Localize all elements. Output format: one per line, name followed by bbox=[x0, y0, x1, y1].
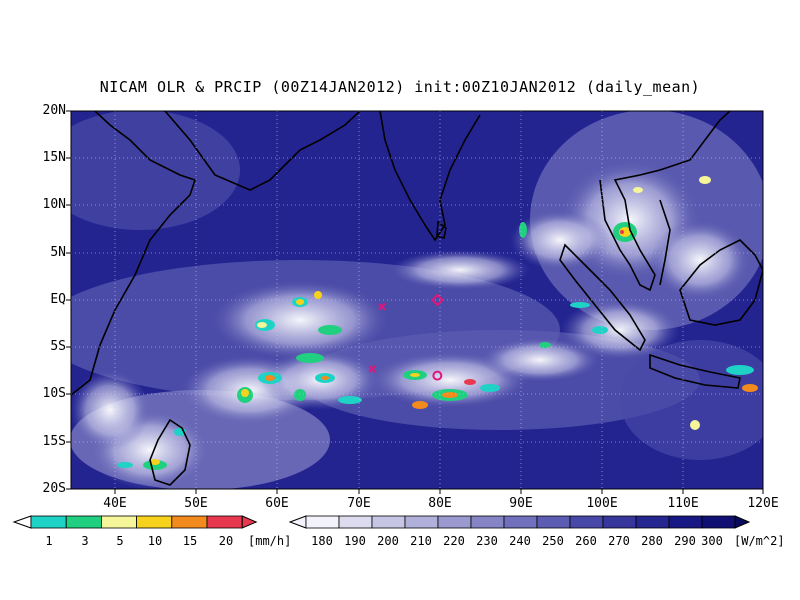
lat-label-15n: 15N bbox=[42, 150, 66, 165]
precip-colorbar-high-arrow bbox=[241, 515, 258, 529]
precip-field bbox=[117, 176, 758, 470]
lat-label-5n: 5N bbox=[50, 245, 66, 260]
precip-colorbar-cell bbox=[65, 515, 102, 529]
olr-label-210: 210 bbox=[410, 534, 432, 548]
precip-colorbar-cell bbox=[101, 515, 138, 529]
lon-label-70e: 70E bbox=[347, 496, 371, 511]
precip-colorbar bbox=[12, 515, 258, 529]
olr-colorbar-high-arrow bbox=[734, 515, 751, 529]
precip-colorbar-cell bbox=[206, 515, 243, 529]
precip-colorbar-cell bbox=[171, 515, 208, 529]
olr-colorbar-low-arrow bbox=[288, 515, 307, 529]
precip-colorbar-cell bbox=[30, 515, 67, 529]
olr-label-180: 180 bbox=[311, 534, 333, 548]
olr-label-250: 250 bbox=[542, 534, 564, 548]
olr-label-230: 230 bbox=[476, 534, 498, 548]
olr-colorbar-cell bbox=[503, 515, 538, 529]
precip-unit: [mm/h] bbox=[248, 534, 292, 548]
lat-label-eq: EQ bbox=[50, 292, 66, 307]
precip-label-10: 10 bbox=[147, 534, 163, 548]
lon-label-60e: 60E bbox=[265, 496, 289, 511]
precip-label-1: 1 bbox=[45, 534, 53, 548]
olr-colorbar-cell bbox=[635, 515, 670, 529]
olr-label-220: 220 bbox=[443, 534, 465, 548]
precip-colorbar-low-arrow bbox=[12, 515, 32, 529]
olr-field bbox=[71, 111, 763, 489]
lat-label-20s: 20S bbox=[42, 481, 66, 496]
olr-colorbar-cell bbox=[305, 515, 340, 529]
olr-colorbar-cell bbox=[602, 515, 637, 529]
lon-label-100e: 100E bbox=[586, 496, 618, 511]
lon-label-90e: 90E bbox=[509, 496, 533, 511]
map-grid bbox=[71, 111, 763, 489]
olr-label-240: 240 bbox=[509, 534, 531, 548]
olr-colorbar-cell bbox=[470, 515, 505, 529]
lon-label-40e: 40E bbox=[103, 496, 127, 511]
olr-label-290: 290 bbox=[674, 534, 696, 548]
lon-label-80e: 80E bbox=[428, 496, 452, 511]
lon-label-120e: 120E bbox=[747, 496, 779, 511]
olr-label-260: 260 bbox=[575, 534, 597, 548]
olr-colorbar bbox=[288, 515, 751, 529]
olr-colorbar-cell bbox=[569, 515, 604, 529]
marker-x bbox=[378, 302, 386, 311]
precip-colorbar-cell bbox=[136, 515, 173, 529]
precip-label-5: 5 bbox=[116, 534, 124, 548]
olr-colorbar-cell bbox=[701, 515, 736, 529]
olr-colorbar-cell bbox=[404, 515, 439, 529]
chart-title: NICAM OLR & PRCIP (00Z14JAN2012) init:00… bbox=[99, 78, 701, 96]
marker-diamond bbox=[430, 293, 444, 307]
olr-colorbar-cell bbox=[371, 515, 406, 529]
lon-label-110e: 110E bbox=[667, 496, 699, 511]
marker-circle bbox=[432, 370, 443, 381]
precip-label-15: 15 bbox=[182, 534, 198, 548]
lon-label-50e: 50E bbox=[184, 496, 208, 511]
station-markers bbox=[368, 293, 444, 381]
olr-label-190: 190 bbox=[344, 534, 366, 548]
olr-label-280: 280 bbox=[641, 534, 663, 548]
olr-unit: [W/m^2] bbox=[734, 534, 785, 548]
lat-label-10s: 10S bbox=[42, 386, 66, 401]
olr-label-270: 270 bbox=[608, 534, 630, 548]
lat-label-10n: 10N bbox=[42, 197, 66, 212]
olr-label-300: 300 bbox=[701, 534, 723, 548]
olr-colorbar-cell bbox=[668, 515, 703, 529]
axis-ticks bbox=[66, 110, 764, 494]
lat-label-20n: 20N bbox=[42, 103, 66, 118]
olr-colorbar-cell bbox=[437, 515, 472, 529]
olr-label-200: 200 bbox=[377, 534, 399, 548]
olr-colorbar-cell bbox=[338, 515, 373, 529]
precip-label-20: 20 bbox=[218, 534, 234, 548]
marker-x bbox=[368, 365, 376, 373]
olr-colorbar-cell bbox=[536, 515, 571, 529]
lat-label-15s: 15S bbox=[42, 434, 66, 449]
lat-label-5s: 5S bbox=[50, 339, 66, 354]
precip-label-3: 3 bbox=[81, 534, 89, 548]
